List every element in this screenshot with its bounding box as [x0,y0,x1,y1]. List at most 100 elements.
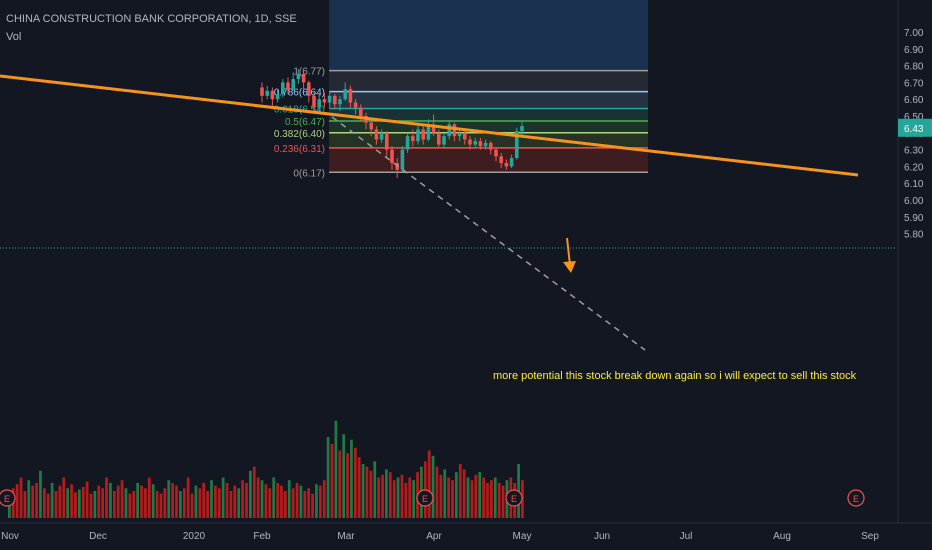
volume-bar [77,489,81,518]
candle [348,89,353,103]
candle [478,141,483,147]
volume-bar [74,492,77,518]
candle [374,129,379,140]
candle [327,95,332,103]
candle [515,131,519,158]
volume-bar [97,485,101,518]
volume-bar [15,484,19,518]
candle [286,82,290,90]
earnings-marker-icon[interactable] [416,489,434,507]
drawings[interactable] [0,74,896,351]
volume-bar [392,480,396,518]
volume-bar [311,493,314,518]
volume-bar [353,447,357,518]
volume-bar [182,488,186,518]
candle [317,99,321,108]
volume-bar [147,477,151,518]
volume-bar [66,488,70,518]
candle [291,79,295,90]
candle [265,90,269,96]
time-tick-label: Nov [1,531,19,542]
earnings-marker-icon[interactable] [505,489,523,507]
volume-bar [171,482,174,518]
fibonacci-retracement[interactable]: 1(6.77)0.786(6.64)0.618(6.54)0.5(6.47)0.… [274,0,648,179]
candle [411,136,415,142]
volume-bar [62,477,66,518]
volume-bar [334,420,338,518]
volume-bar [482,477,485,518]
volume-bar [365,466,369,518]
annotation-text[interactable]: more potential this stock break down aga… [493,370,857,382]
volume-bar [42,488,46,518]
volume-bar [144,488,147,518]
candle [322,99,327,103]
volume-bar [23,491,27,518]
volume-bar [245,482,248,518]
volume-bar [58,485,62,518]
earnings-marker-label: E [4,494,10,504]
volume-bar [221,477,225,518]
trendline[interactable] [0,74,859,177]
price-tick-label: 6.00 [904,196,924,207]
fib-zone [329,147,648,173]
volume-bar [435,466,439,518]
time-tick-label: Jul [680,531,693,542]
volume-bar [163,488,167,518]
volume-bar [276,482,279,518]
candle [463,132,467,140]
price-axis[interactable]: 7.006.906.806.706.606.506.406.306.206.10… [897,0,932,523]
earnings-marker-icon[interactable] [0,489,16,507]
volume-bar [206,491,209,518]
volume-bar [264,484,268,518]
volume-bar [303,491,307,518]
candle [281,82,285,95]
volume-bar [190,493,194,518]
volume-bar [350,439,353,518]
time-tick-label: 2020 [183,531,206,542]
candle [499,156,503,164]
volume-bar [167,480,171,518]
earnings-marker-icon[interactable] [847,489,865,507]
volume-indicator-label[interactable]: Vol [6,31,21,43]
volume-bar [229,491,233,518]
volume-bar [124,488,128,518]
volume-bar [315,484,318,518]
candle [494,149,498,157]
time-tick-label: Sep [861,531,879,542]
price-tick-label: 7.00 [904,28,924,39]
volume-bar [112,491,116,518]
candle [447,124,451,137]
volume-bar [307,488,311,518]
arrow-shaft[interactable] [566,237,571,266]
arrow-head[interactable] [563,261,576,273]
volume-bar [202,482,206,518]
volume-bar [287,480,291,518]
time-axis[interactable]: Nov Dec 2020 Feb Mar Apr May Jun Jul Aug Sep [0,522,932,542]
fib-zone [329,108,648,122]
candle [509,158,514,167]
volume-bar [159,493,163,518]
volume-bar [455,472,458,518]
candle [483,142,488,147]
volume-bar [443,469,447,518]
price-tick-label: 5.90 [904,213,924,224]
volume-bar [497,482,501,518]
candle [390,149,394,164]
price-tick-label: 6.10 [904,179,924,190]
candle [301,74,306,83]
volume-bar [478,472,482,518]
volume-bar [501,485,505,518]
volume-bar [237,488,241,518]
candle [431,124,436,133]
time-tick-label: Feb [253,531,271,542]
candle [421,129,425,140]
price-tick-label: 6.70 [904,78,924,89]
volume-bar [70,484,73,518]
volume-bar [241,480,244,518]
volume-bar [214,485,217,518]
volume-bar [54,491,58,518]
volume-bar [458,464,462,518]
volume-bar [35,482,38,518]
